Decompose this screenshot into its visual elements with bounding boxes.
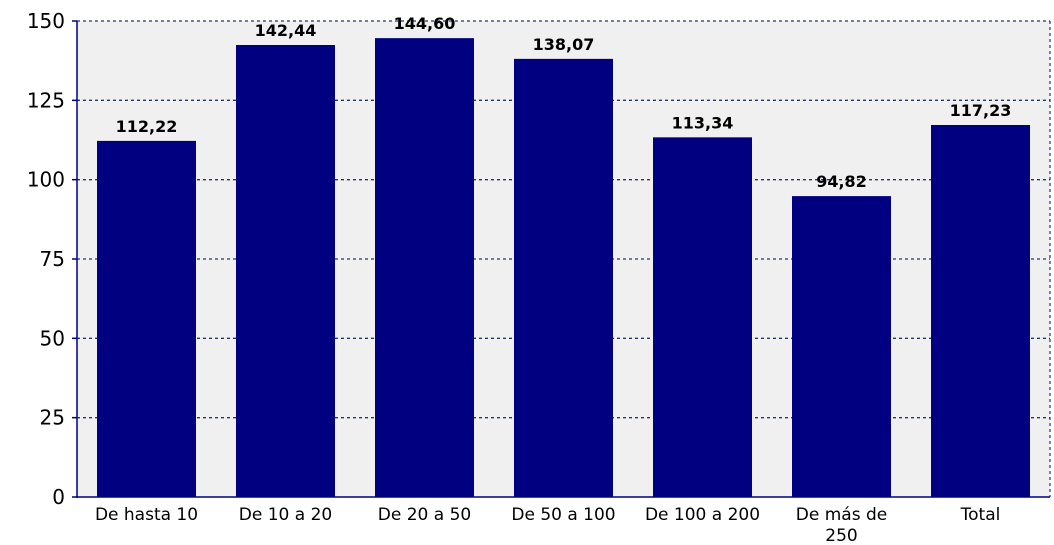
y-tick-label: 150 xyxy=(27,9,65,33)
x-tick-labels: De hasta 10 De 10 a 20 De 20 a 50 De 50 a 1… xyxy=(95,505,1000,545)
bar xyxy=(653,137,752,497)
y-tick-label: 125 xyxy=(27,88,65,112)
x-tick-label: De 100 a 200 xyxy=(645,505,760,525)
bar xyxy=(375,38,474,498)
x-tick-label: De hasta 10 xyxy=(95,505,198,525)
x-tick-label: De 50 a 100 xyxy=(511,505,615,525)
y-tick-label: 100 xyxy=(27,168,65,192)
data-labels: 112,22 142,44 144,60 138,07 113,34 94,82 117,2… xyxy=(116,14,1012,191)
data-label: 112,22 xyxy=(116,117,178,136)
data-label: 144,60 xyxy=(394,14,456,33)
y-tick-labels: 0 25 50 75 100 125 150 xyxy=(27,9,65,509)
bars xyxy=(97,38,1030,498)
data-label: 142,44 xyxy=(255,21,317,40)
data-label: 94,82 xyxy=(816,172,867,191)
x-tick-label: De 20 a 50 xyxy=(378,505,471,525)
y-tick-label: 75 xyxy=(40,247,65,271)
y-tick-label: 0 xyxy=(52,485,65,509)
x-tick-label: De 10 a 20 xyxy=(239,505,332,525)
axes xyxy=(72,20,1051,498)
data-label: 117,23 xyxy=(950,101,1012,120)
bar xyxy=(792,196,891,497)
bar xyxy=(236,44,335,498)
data-label: 138,07 xyxy=(533,35,595,54)
bar xyxy=(931,124,1030,497)
bar xyxy=(514,58,613,497)
x-tick-label: Total xyxy=(960,505,1001,525)
y-tick-label: 25 xyxy=(40,406,65,430)
x-tick-label: De más de 250 xyxy=(796,505,887,545)
y-tick-label: 50 xyxy=(40,326,65,350)
data-label: 113,34 xyxy=(672,113,734,132)
bar xyxy=(97,140,196,497)
